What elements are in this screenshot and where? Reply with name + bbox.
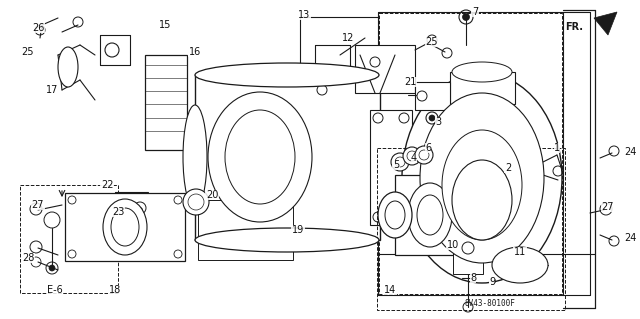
Ellipse shape: [378, 192, 412, 238]
Text: 7: 7: [472, 7, 478, 17]
Ellipse shape: [395, 157, 405, 167]
Text: 15: 15: [159, 20, 171, 30]
Ellipse shape: [208, 92, 312, 222]
Ellipse shape: [452, 62, 512, 82]
Text: 19: 19: [292, 225, 304, 235]
Ellipse shape: [442, 130, 522, 240]
Ellipse shape: [385, 201, 405, 229]
Text: 25: 25: [426, 37, 438, 47]
Bar: [370, 110, 412, 225]
Text: E-6: E-6: [47, 285, 63, 295]
Text: 21: 21: [404, 77, 416, 87]
Text: 8: 8: [470, 273, 476, 283]
Text: 20: 20: [206, 190, 218, 200]
Text: 22: 22: [100, 180, 113, 190]
Ellipse shape: [452, 160, 512, 240]
Ellipse shape: [195, 63, 379, 87]
Text: 1: 1: [554, 143, 560, 153]
Ellipse shape: [58, 47, 78, 87]
Ellipse shape: [195, 228, 379, 252]
Text: 13: 13: [298, 10, 310, 20]
Ellipse shape: [419, 150, 429, 160]
Text: FR.: FR.: [565, 22, 583, 32]
Ellipse shape: [103, 199, 147, 255]
Bar: [379, 13, 562, 294]
Bar: [415, 82, 450, 110]
Ellipse shape: [420, 93, 544, 263]
Text: 17: 17: [46, 85, 58, 95]
Ellipse shape: [111, 208, 139, 246]
Text: 26: 26: [32, 23, 44, 33]
Circle shape: [49, 265, 55, 271]
Text: 16: 16: [189, 47, 201, 57]
Bar: [355, 45, 415, 93]
Ellipse shape: [188, 194, 204, 210]
Bar: [453, 252, 483, 274]
Text: 5: 5: [393, 160, 399, 170]
Text: 10: 10: [447, 240, 459, 250]
Circle shape: [138, 207, 143, 212]
Circle shape: [463, 13, 470, 20]
Bar: [20, 185, 118, 293]
Text: 18: 18: [109, 285, 121, 295]
Bar: [65, 193, 185, 261]
Text: 2: 2: [505, 163, 511, 173]
Bar: [198, 200, 293, 260]
Text: 9: 9: [489, 277, 495, 287]
Bar: [377, 148, 565, 310]
Ellipse shape: [391, 153, 409, 171]
Bar: [195, 75, 380, 240]
Text: 14: 14: [384, 285, 396, 295]
Ellipse shape: [402, 73, 562, 283]
Bar: [450, 72, 515, 104]
Text: 24: 24: [624, 233, 636, 243]
Ellipse shape: [408, 183, 452, 247]
Text: 4: 4: [411, 153, 417, 163]
Text: 27: 27: [602, 202, 614, 212]
Circle shape: [429, 115, 435, 121]
Polygon shape: [594, 12, 617, 35]
Ellipse shape: [492, 247, 548, 283]
Bar: [300, 17, 378, 170]
Text: 28: 28: [22, 253, 34, 263]
Ellipse shape: [225, 110, 295, 204]
Text: 25: 25: [22, 47, 35, 57]
Text: 9: 9: [489, 277, 495, 287]
Text: 23: 23: [112, 207, 124, 217]
Bar: [395, 175, 500, 255]
Bar: [145, 55, 187, 150]
Text: 12: 12: [342, 33, 354, 43]
Ellipse shape: [415, 146, 433, 164]
Ellipse shape: [403, 147, 421, 165]
Text: 24: 24: [624, 147, 636, 157]
Ellipse shape: [183, 105, 207, 209]
Text: 8V43-80100F: 8V43-80100F: [465, 299, 515, 308]
Text: 3: 3: [435, 117, 441, 127]
Text: 11: 11: [514, 247, 526, 257]
Text: 6: 6: [425, 143, 431, 153]
Ellipse shape: [183, 189, 209, 215]
Text: 27: 27: [32, 200, 44, 210]
Ellipse shape: [407, 151, 417, 161]
Ellipse shape: [417, 195, 443, 235]
